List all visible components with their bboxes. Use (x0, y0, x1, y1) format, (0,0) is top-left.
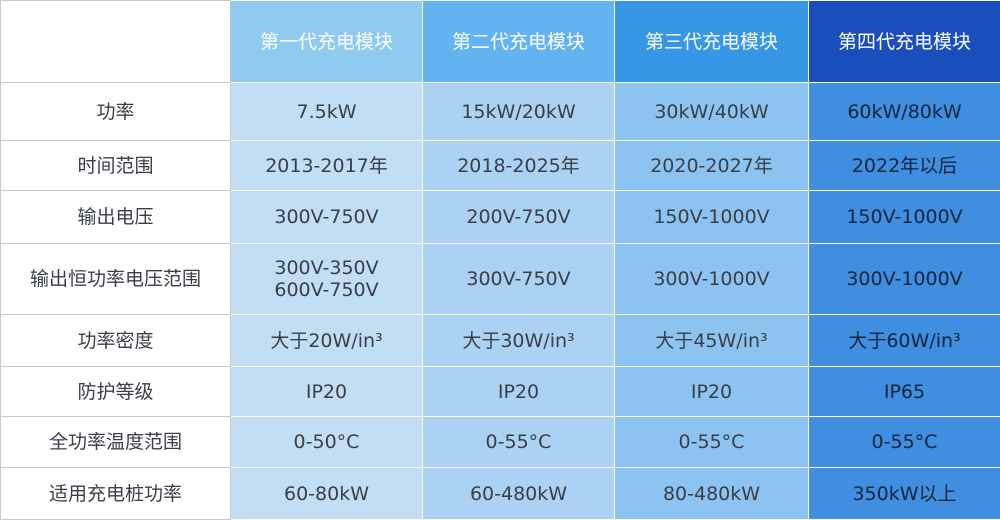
row-label: 全功率温度范围 (1, 417, 231, 468)
table-cell: 0-55°C (615, 417, 809, 468)
table-cell: 2013-2017年 (231, 141, 423, 191)
table-cell: 200V-750V (423, 191, 615, 244)
table-cell: 大于20W/in³ (231, 315, 423, 367)
header-row: 第一代充电模块第二代充电模块第三代充电模块第四代充电模块 (1, 1, 1000, 83)
column-header: 第四代充电模块 (809, 1, 1000, 83)
corner-cell (1, 1, 231, 83)
table-cell: 大于45W/in³ (615, 315, 809, 367)
table-cell: 60-480kW (423, 468, 615, 520)
table-cell: 300V-1000V (809, 244, 1000, 315)
table-cell: 30kW/40kW (615, 83, 809, 141)
column-header: 第三代充电模块 (615, 1, 809, 83)
table-cell: IP20 (231, 367, 423, 417)
row-label: 功率 (1, 83, 231, 141)
row-label: 输出恒功率电压范围 (1, 244, 231, 315)
table-header: 第一代充电模块第二代充电模块第三代充电模块第四代充电模块 (1, 1, 1000, 83)
row-label: 输出电压 (1, 191, 231, 244)
table-cell: 80-480kW (615, 468, 809, 520)
table-cell: IP20 (423, 367, 615, 417)
table-cell: 60-80kW (231, 468, 423, 520)
table-cell: 2022年以后 (809, 141, 1000, 191)
table-cell: 350kW以上 (809, 468, 1000, 520)
table-cell: 60kW/80kW (809, 83, 1000, 141)
column-header: 第一代充电模块 (231, 1, 423, 83)
row-label: 适用充电桩功率 (1, 468, 231, 520)
table-cell: 大于30W/in³ (423, 315, 615, 367)
row-label: 时间范围 (1, 141, 231, 191)
row-label: 功率密度 (1, 315, 231, 367)
table-cell: 2018-2025年 (423, 141, 615, 191)
row-label: 防护等级 (1, 367, 231, 417)
table-cell: IP20 (615, 367, 809, 417)
table-cell: 300V-350V 600V-750V (231, 244, 423, 315)
table-cell: 7.5kW (231, 83, 423, 141)
column-header: 第二代充电模块 (423, 1, 615, 83)
table-cell: 0-50°C (231, 417, 423, 468)
table-cell: 300V-1000V (615, 244, 809, 315)
table-cell: 300V-750V (231, 191, 423, 244)
table-cell: 0-55°C (423, 417, 615, 468)
table-cell: 2020-2027年 (615, 141, 809, 191)
table-cell: 大于60W/in³ (809, 315, 1000, 367)
table-cell: 300V-750V (423, 244, 615, 315)
table-cell: 15kW/20kW (423, 83, 615, 141)
table-cell: IP65 (809, 367, 1000, 417)
table-cell: 0-55°C (809, 417, 1000, 468)
table-cell: 150V-1000V (809, 191, 1000, 244)
table-cell: 150V-1000V (615, 191, 809, 244)
